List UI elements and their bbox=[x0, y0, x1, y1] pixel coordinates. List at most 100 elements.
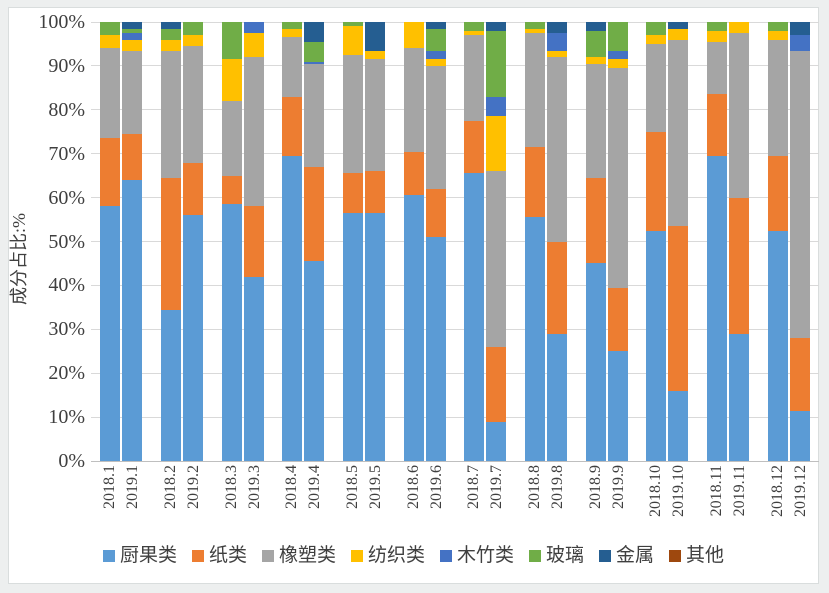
segment-厨果类 bbox=[403, 195, 424, 461]
stacked-bar-2018.2 bbox=[161, 22, 181, 461]
segment-玻璃 bbox=[464, 22, 485, 31]
legend-label: 厨果类 bbox=[119, 545, 177, 566]
x-tick-label: 2018.8 bbox=[526, 465, 544, 509]
segment-橡塑类 bbox=[707, 41, 728, 95]
segment-厨果类 bbox=[547, 333, 568, 461]
segment-纺织类 bbox=[100, 35, 121, 49]
x-label-group: 2018.6 2019.6 bbox=[394, 465, 455, 543]
legend-swatch-icon bbox=[599, 550, 612, 562]
segment-纺织类 bbox=[221, 59, 242, 102]
segment-橡塑类 bbox=[585, 63, 606, 178]
x-axis-category-labels: 2018.1 2019.1 2018.2 2019.2 2018.3 2019.3 2018… bbox=[91, 465, 819, 543]
segment-橡塑类 bbox=[547, 57, 568, 242]
segment-纸类 bbox=[183, 162, 203, 216]
segment-玻璃 bbox=[183, 22, 203, 36]
segment-厨果类 bbox=[100, 206, 121, 461]
bar-group bbox=[212, 22, 273, 461]
x-label-group: 2018.3 2019.3 bbox=[212, 465, 273, 543]
segment-厨果类 bbox=[425, 237, 446, 461]
segment-玻璃 bbox=[100, 22, 121, 36]
stacked-bar-2019.1 bbox=[122, 22, 143, 461]
segment-橡塑类 bbox=[183, 46, 203, 163]
y-tick-label: 50% bbox=[48, 230, 85, 253]
segment-纺织类 bbox=[403, 22, 424, 49]
stacked-bar-2018.7 bbox=[464, 22, 485, 461]
x-tick-label: 2018.1 bbox=[101, 465, 119, 509]
segment-橡塑类 bbox=[221, 101, 242, 176]
stacked-bar-2018.9 bbox=[585, 22, 606, 461]
segment-木竹类 bbox=[122, 33, 143, 40]
segment-纺织类 bbox=[243, 33, 264, 58]
segment-纺织类 bbox=[729, 22, 750, 33]
segment-木竹类 bbox=[425, 50, 446, 60]
segment-纺织类 bbox=[547, 50, 568, 58]
stacked-bar-2018.3 bbox=[221, 22, 242, 461]
segment-纺织类 bbox=[183, 35, 203, 47]
segment-纺织类 bbox=[767, 30, 788, 40]
segment-厨果类 bbox=[729, 333, 750, 461]
segment-玻璃 bbox=[221, 22, 242, 60]
x-label-group: 2018.10 2019.10 bbox=[637, 465, 698, 543]
segment-木竹类 bbox=[607, 50, 628, 60]
x-tick-label: 2019.12 bbox=[791, 465, 809, 517]
gridline-0% bbox=[91, 461, 819, 462]
segment-纸类 bbox=[282, 96, 303, 156]
bar-group bbox=[576, 22, 637, 461]
x-label-group: 2018.12 2019.12 bbox=[758, 465, 819, 543]
bar-group bbox=[152, 22, 213, 461]
stacked-bar-2018.1 bbox=[100, 22, 121, 461]
segment-纸类 bbox=[607, 287, 628, 352]
segment-橡塑类 bbox=[607, 68, 628, 288]
legend-swatch-icon bbox=[669, 550, 682, 562]
stacked-bar-2018.8 bbox=[525, 22, 546, 461]
segment-玻璃 bbox=[585, 30, 606, 58]
gridline-20% bbox=[91, 372, 819, 374]
segment-厨果类 bbox=[525, 217, 546, 461]
stacked-bar-2018.11 bbox=[707, 22, 728, 461]
segment-木竹类 bbox=[304, 61, 325, 64]
segment-橡塑类 bbox=[486, 171, 507, 347]
x-tick-label: 2018.2 bbox=[162, 465, 179, 509]
segment-金属 bbox=[486, 22, 507, 31]
segment-橡塑类 bbox=[729, 33, 750, 198]
bar-group bbox=[758, 22, 819, 461]
stacked-bar-2018.4 bbox=[282, 22, 303, 461]
segment-橡塑类 bbox=[304, 63, 325, 167]
bar-group bbox=[394, 22, 455, 461]
segment-金属 bbox=[585, 22, 606, 31]
segment-纸类 bbox=[304, 166, 325, 262]
segment-纸类 bbox=[547, 241, 568, 334]
gridline-50% bbox=[91, 241, 819, 242]
y-tick-label: 30% bbox=[48, 318, 85, 341]
segment-橡塑类 bbox=[282, 37, 303, 97]
legend-label: 其他 bbox=[686, 545, 725, 566]
segment-玻璃 bbox=[161, 28, 181, 40]
segment-厨果类 bbox=[183, 215, 203, 461]
gridline-60% bbox=[91, 197, 819, 199]
legend-swatch-icon bbox=[191, 550, 204, 562]
segment-纸类 bbox=[122, 133, 143, 181]
stacked-bar-2019.3 bbox=[243, 22, 264, 461]
segment-厨果类 bbox=[789, 410, 810, 461]
segment-厨果类 bbox=[221, 204, 242, 461]
legend-item-金属: 金属 bbox=[599, 545, 654, 567]
legend-item-木竹类: 木竹类 bbox=[440, 545, 514, 567]
segment-纺织类 bbox=[343, 26, 364, 55]
x-tick-label: 2019.9 bbox=[609, 465, 627, 509]
x-tick-label: 2018.7 bbox=[465, 465, 483, 509]
segment-纸类 bbox=[486, 346, 507, 422]
stacked-bar-2019.7 bbox=[486, 22, 507, 461]
stacked-bar-2018.10 bbox=[646, 22, 667, 461]
segment-纺织类 bbox=[525, 28, 546, 33]
segment-橡塑类 bbox=[122, 50, 143, 134]
segment-纸类 bbox=[525, 147, 546, 218]
x-label-group: 2018.5 2019.5 bbox=[334, 465, 395, 543]
legend-swatch-icon bbox=[529, 550, 542, 562]
segment-纸类 bbox=[365, 171, 386, 213]
legend-label: 纺织类 bbox=[367, 545, 425, 566]
segment-木竹类 bbox=[547, 33, 568, 51]
legend-label: 纸类 bbox=[208, 545, 247, 566]
segment-厨果类 bbox=[343, 212, 364, 461]
stacked-bar-2019.2 bbox=[183, 22, 203, 461]
segment-橡塑类 bbox=[365, 59, 386, 172]
